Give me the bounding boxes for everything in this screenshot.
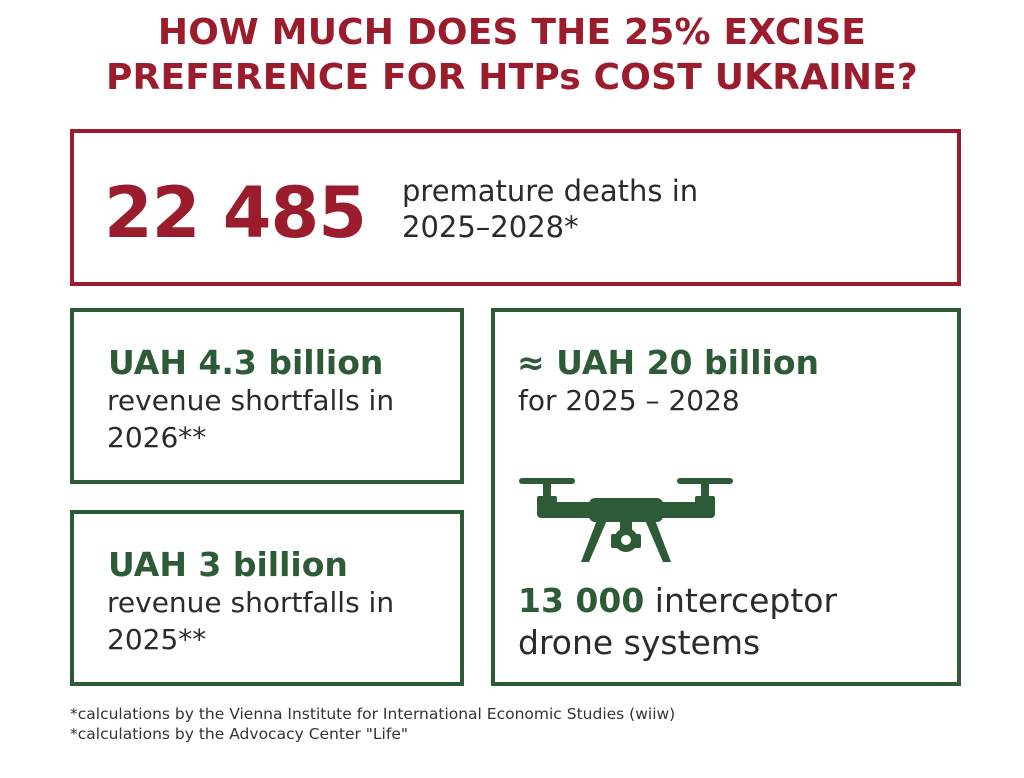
shortfall-2026-description: revenue shortfalls in 2026**: [107, 384, 395, 454]
total-cost-card: ≈ UAH 20 billion for 2025 – 2028: [491, 308, 961, 686]
drones-count: 13 000: [518, 581, 645, 620]
page-title: HOW MUCH DOES THE 25% EXCISE PREFERENCE …: [0, 10, 1024, 100]
drones-equivalent: 13 000 interceptor drone systems: [518, 580, 938, 664]
shortfall-2026-amount: UAH 4.3 billion: [108, 343, 384, 382]
shortfall-2025-card: UAH 3 billion revenue shortfalls in 2025…: [70, 510, 464, 686]
shortfall-2025-description: revenue shortfalls in 2025**: [107, 586, 395, 656]
footnotes: *calculations by the Vienna Institute fo…: [70, 704, 675, 744]
drones-description: interceptor drone systems: [518, 581, 838, 662]
shortfall-2025-amount: UAH 3 billion: [108, 545, 348, 584]
total-cost-amount: ≈ UAH 20 billion: [517, 343, 820, 382]
premature-deaths-card: 22 485 premature deaths in 2025–2028*: [70, 129, 961, 286]
title-line-2: PREFERENCE FOR HTPs COST UKRAINE?: [105, 57, 919, 98]
drone-icon: [519, 478, 733, 562]
deaths-number: 22 485: [104, 172, 367, 254]
shortfall-2026-card: UAH 4.3 billion revenue shortfalls in 20…: [70, 308, 464, 484]
total-cost-period: for 2025 – 2028: [518, 384, 740, 417]
deaths-description: premature deaths in 2025–2028*: [402, 174, 699, 244]
title-line-1: HOW MUCH DOES THE 25% EXCISE: [157, 12, 867, 53]
footnote-wiiw: *calculations by the Vienna Institute fo…: [70, 705, 676, 723]
footnote-advocacy-center: *calculations by the Advocacy Center "Li…: [70, 725, 408, 743]
